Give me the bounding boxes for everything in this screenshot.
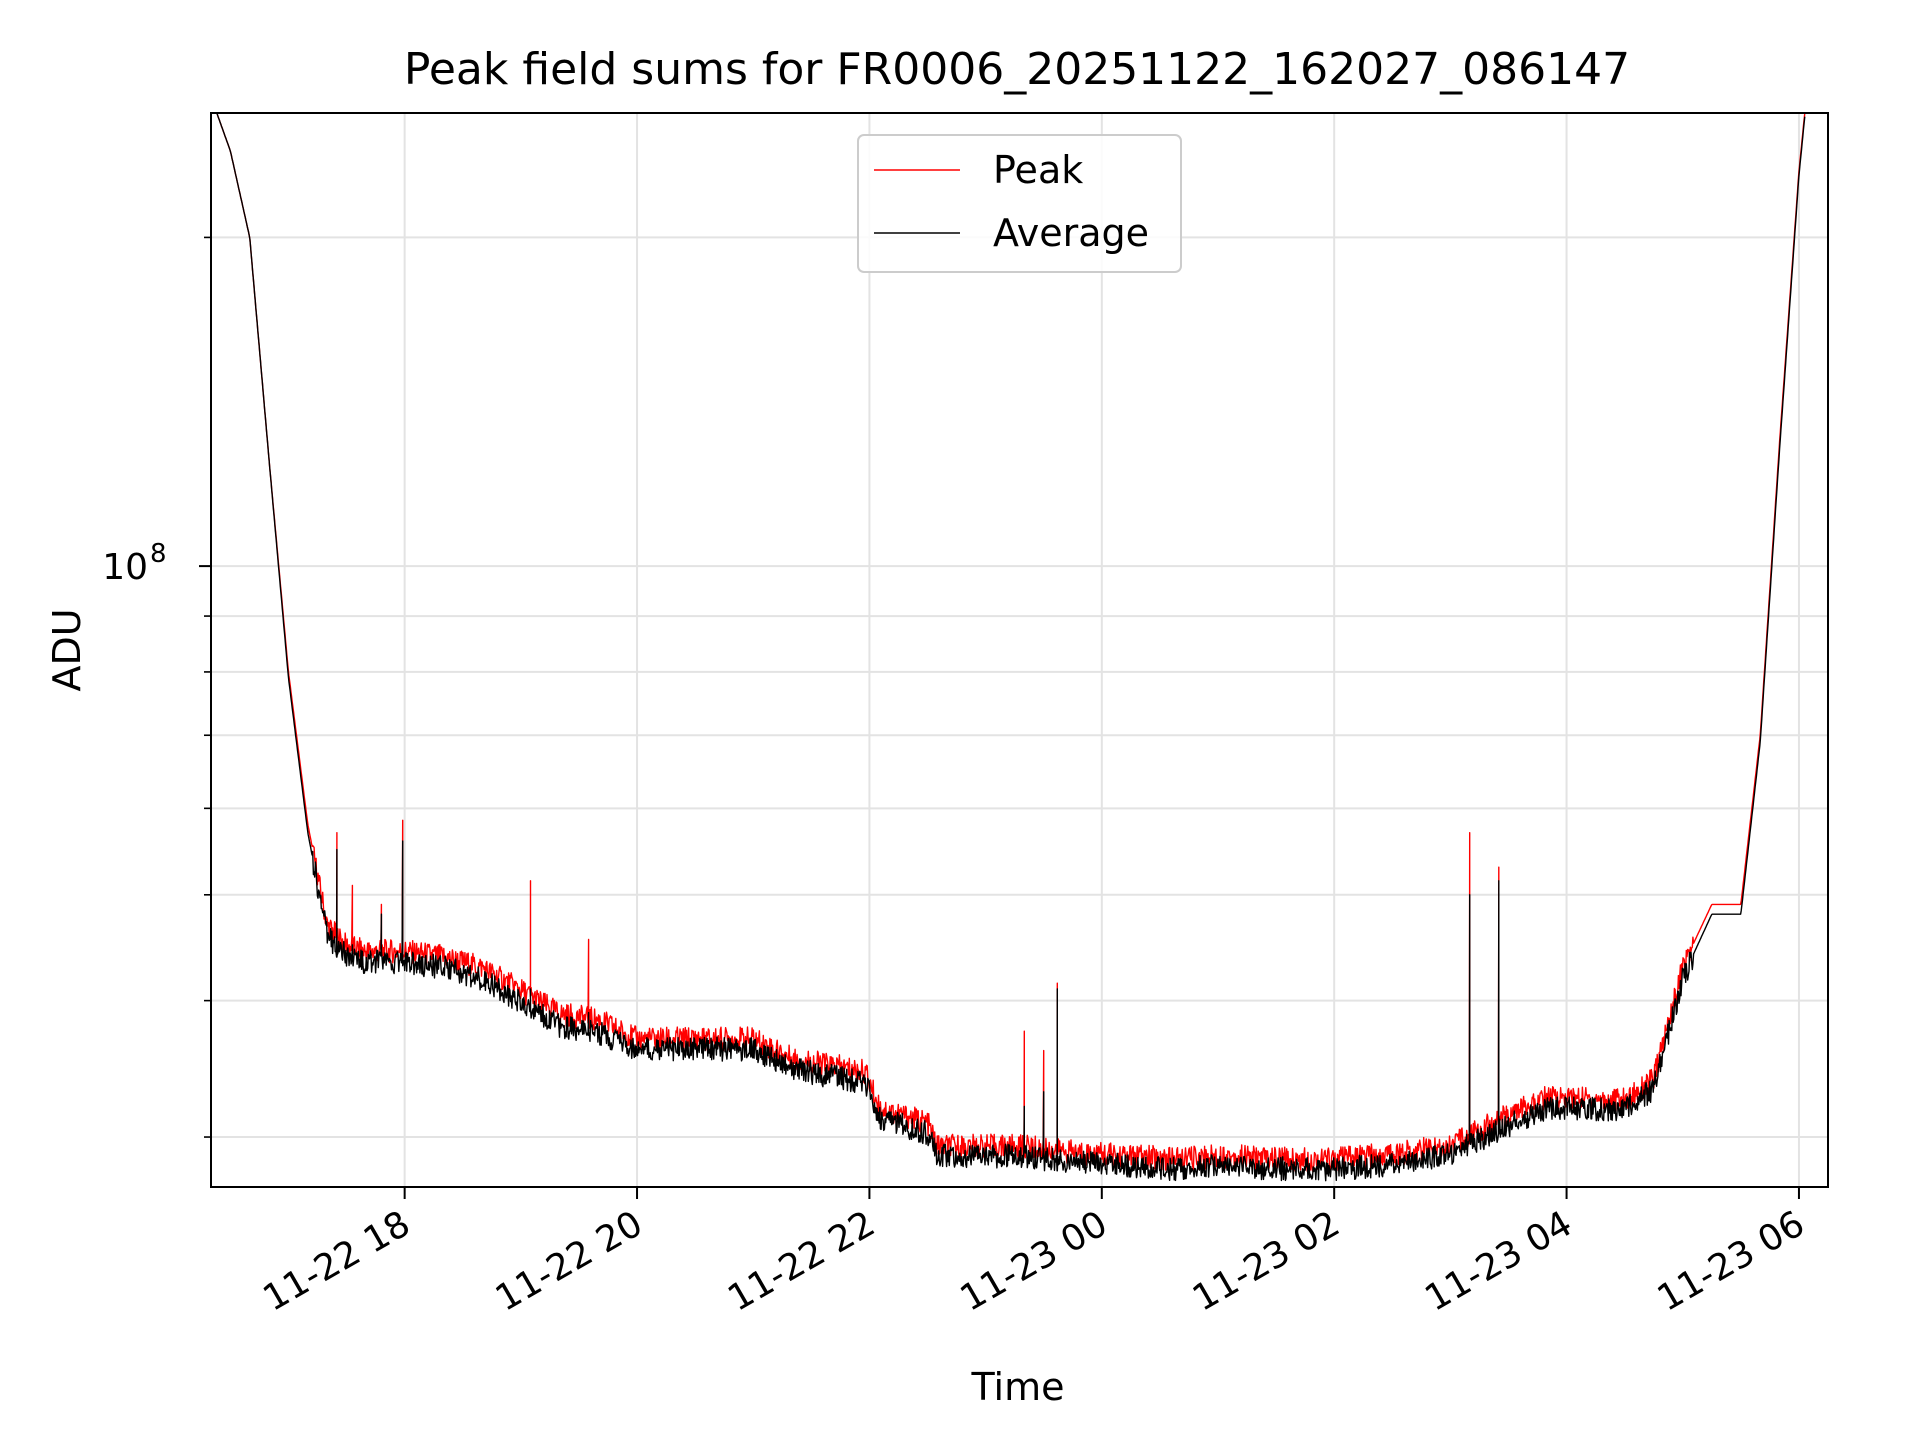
legend-label-peak: Peak	[993, 148, 1083, 192]
y-axis-label: ADU	[45, 608, 89, 691]
legend: Peak Average	[857, 134, 1182, 273]
chart-title: Peak field sums for FR0006_20251122_1620…	[404, 44, 1630, 95]
series-lines	[216, 113, 1806, 1182]
y-tick-label: 10	[102, 547, 148, 588]
series-line-average	[216, 113, 1806, 1182]
plot-frame	[210, 112, 1829, 1188]
y-tick-label-exponent: 8	[150, 539, 167, 569]
x-axis-label: Time	[971, 1365, 1065, 1409]
legend-label-average: Average	[993, 211, 1149, 255]
